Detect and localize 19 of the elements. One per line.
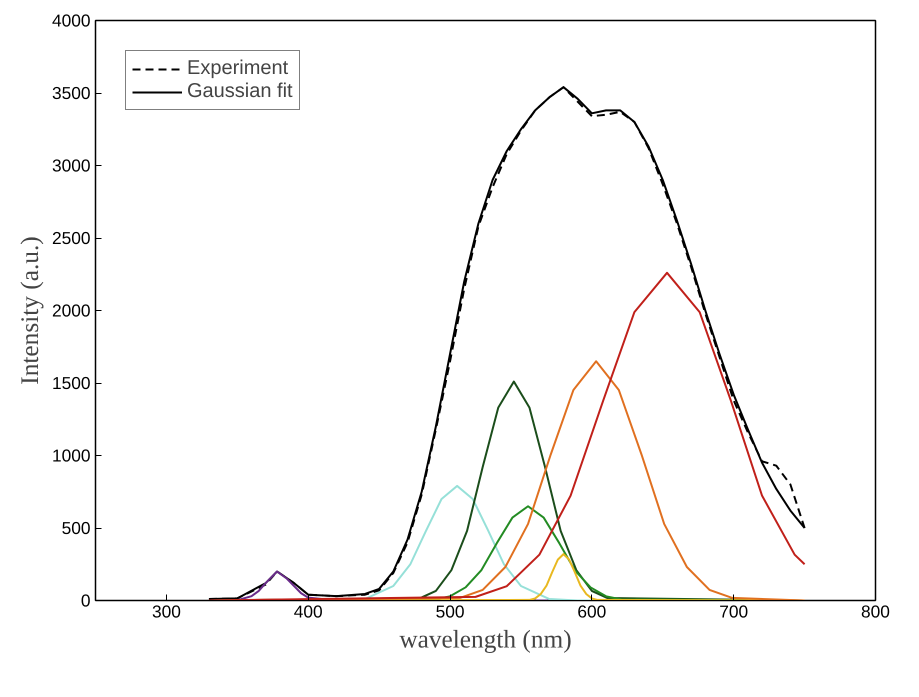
y-tick-label: 1000 (52, 446, 91, 466)
y-tick-label: 2500 (52, 228, 91, 248)
y-tick-label: 4000 (52, 10, 91, 30)
x-tick-label: 300 (152, 602, 181, 622)
y-tick-label: 3000 (52, 156, 91, 176)
x-tick-label: 400 (294, 602, 323, 622)
legend-label: Experiment (187, 57, 288, 80)
y-tick-label: 500 (62, 518, 91, 538)
y-axis-title: Intensity (a.u.) (16, 236, 44, 385)
x-axis-title: wavelength (nm) (399, 626, 572, 654)
y-tick-label: 3500 (52, 83, 91, 103)
y-tick-label: 0 (80, 590, 91, 610)
legend-label: Gaussian fit (187, 80, 293, 103)
y-tick-label: 2000 (52, 300, 91, 320)
x-tick-label: 600 (577, 602, 606, 622)
y-tick-label: 1500 (52, 373, 91, 393)
x-tick-label: 800 (861, 602, 890, 622)
x-tick-label: 500 (436, 602, 465, 622)
x-tick-label: 700 (719, 602, 748, 622)
